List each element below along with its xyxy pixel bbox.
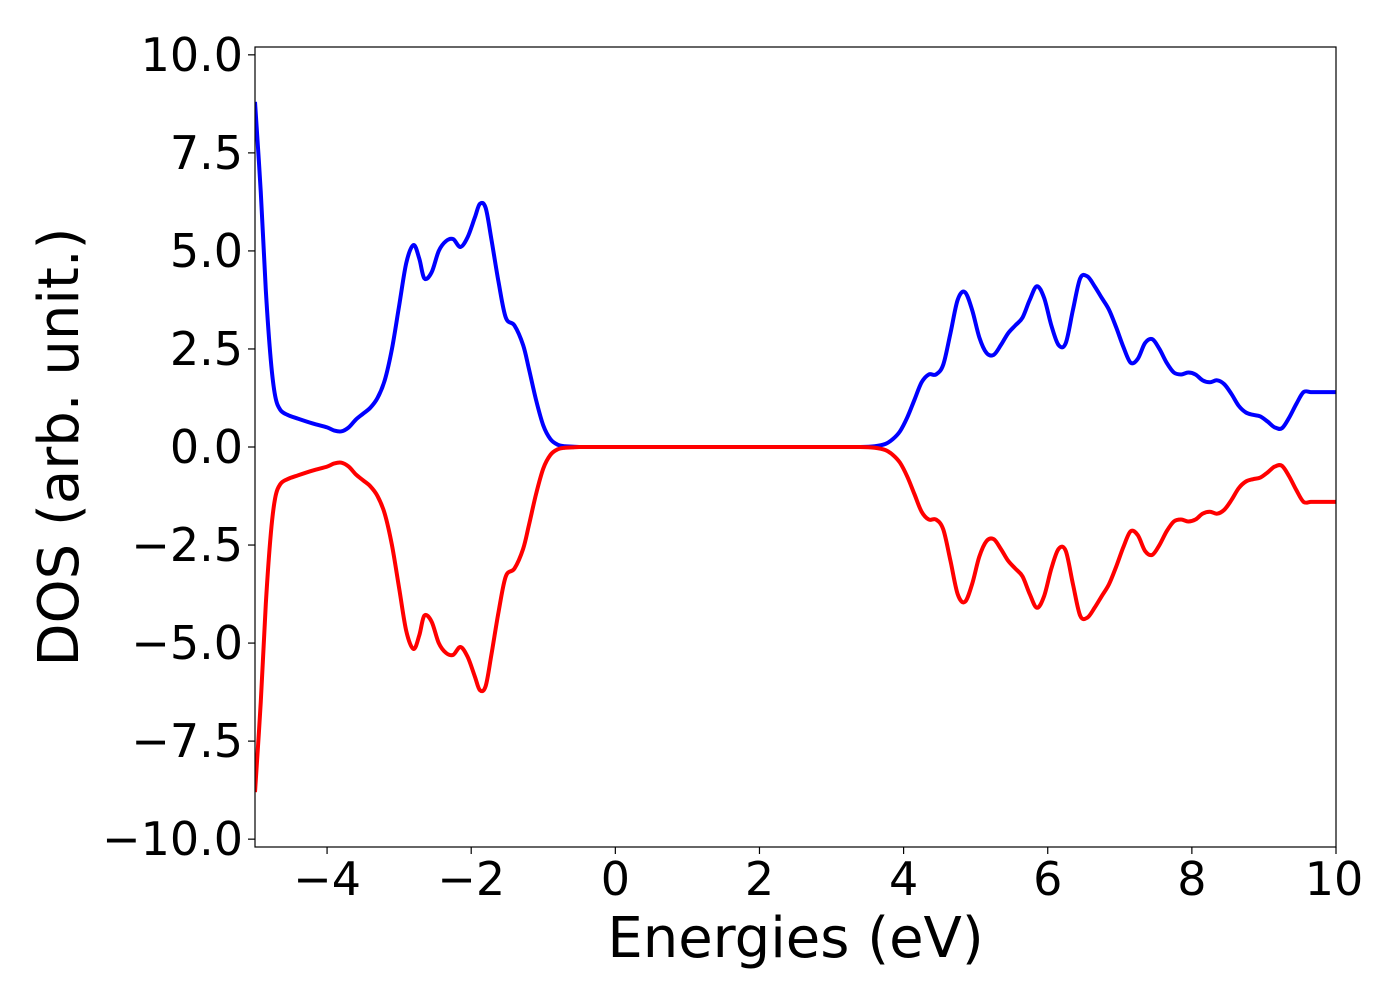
y-tick-label: −2.5 bbox=[131, 518, 243, 572]
x-tick-label: 0 bbox=[601, 852, 630, 906]
x-tick-label: 4 bbox=[889, 852, 918, 906]
x-axis: −4 −2 0 2 4 6 8 10 bbox=[293, 847, 1363, 906]
x-tick-label: −4 bbox=[293, 852, 361, 906]
y-tick-label: −5.0 bbox=[131, 616, 243, 670]
y-axis: 10.0 7.5 5.0 2.5 0.0 −2.5 −5.0 −7.5 −10.0 bbox=[102, 28, 255, 866]
y-tick-label: 0.0 bbox=[170, 420, 243, 474]
y-tick-label: 5.0 bbox=[170, 224, 243, 278]
x-axis-title: Energies (eV) bbox=[607, 906, 983, 971]
x-tick-label: 10 bbox=[1305, 852, 1364, 906]
y-axis-title: DOS (arb. unit.) bbox=[27, 227, 92, 666]
x-tick-label: −2 bbox=[437, 852, 505, 906]
x-tick-label: 6 bbox=[1033, 852, 1062, 906]
y-tick-label: 2.5 bbox=[170, 322, 243, 376]
series-line-spin-down bbox=[255, 444, 1336, 793]
y-tick-label: 10.0 bbox=[141, 28, 243, 82]
series-line-spin-up bbox=[255, 101, 1336, 450]
x-tick-label: 8 bbox=[1177, 852, 1206, 906]
series-layer bbox=[255, 101, 1336, 793]
y-tick-label: −7.5 bbox=[131, 714, 243, 768]
y-tick-label: −10.0 bbox=[102, 812, 243, 866]
x-tick-label: 2 bbox=[745, 852, 774, 906]
y-tick-label: 7.5 bbox=[170, 126, 243, 180]
